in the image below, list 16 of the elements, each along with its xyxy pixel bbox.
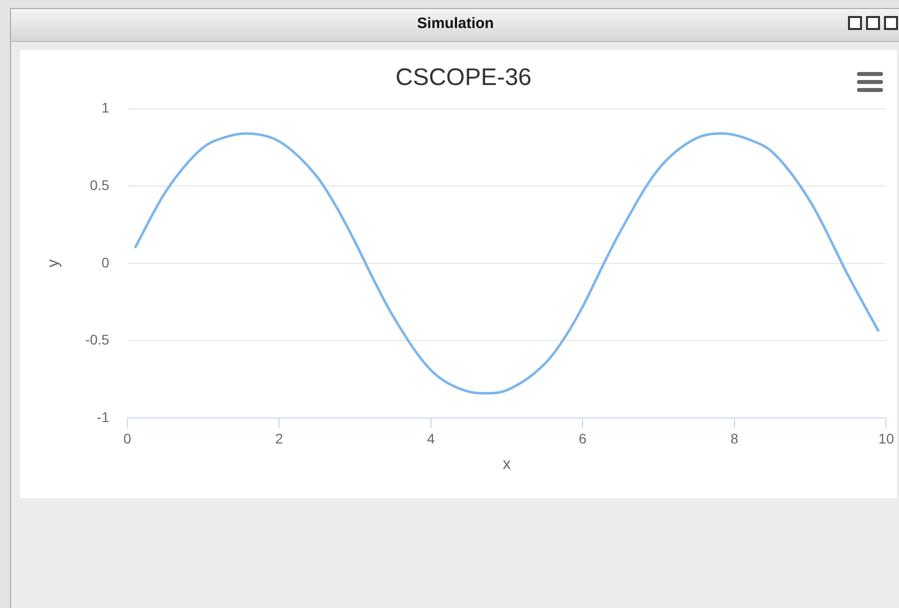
- y-tick-label: 0.5: [90, 176, 110, 193]
- x-axis-title: x: [502, 456, 511, 473]
- x-tick-label: 4: [426, 430, 435, 446]
- x-tick-label: 2: [275, 430, 284, 446]
- y-axis-title: y: [45, 259, 62, 268]
- line-series: [134, 132, 880, 395]
- y-tick-label: 0: [102, 254, 110, 270]
- x-tick-label: 0: [123, 430, 132, 446]
- text: Simulation: [417, 15, 494, 32]
- x-tick-label: 10: [878, 430, 894, 446]
- y-tick-label: -0.5: [85, 332, 110, 348]
- chart-title: CSCOPE-36: [395, 64, 532, 92]
- x-tick-label: 6: [578, 430, 587, 446]
- y-tick-label: 1: [102, 100, 110, 116]
- x-tick-label: 8: [730, 430, 739, 446]
- y-tick-label: -1: [96, 408, 110, 425]
